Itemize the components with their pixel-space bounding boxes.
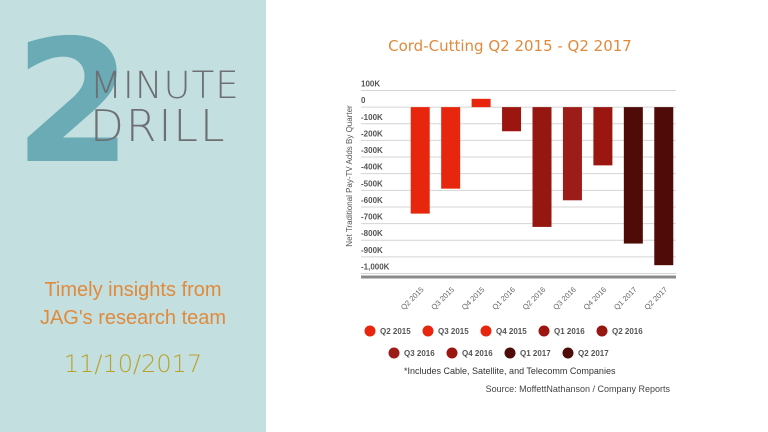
bar-q2-2015 [410,107,430,214]
bar-q4-2016 [593,107,613,166]
legend-item: Q3 2016 [388,347,435,359]
legend-item: Q2 2017 [562,347,609,359]
legend-item: Q4 2015 [480,325,527,337]
tagline-line-2: JAG's research team [39,307,227,329]
legend-swatch [364,325,376,337]
legend-item: Q2 2015 [364,325,411,337]
y-axis-label: Net Traditional Pay-TV Adds By Quarter [345,105,354,247]
legend-label: Q4 2015 [496,327,527,336]
legend-label: Q1 2016 [554,327,585,336]
chart-source: Source: MoffettNathanson / Company Repor… [485,384,670,394]
tagline-line-1: Timely insights from [44,279,222,301]
y-tick-label: 0 [361,96,366,105]
bars [410,98,674,266]
x-axis-ticks: Q2 2015 Q3 2015 Q4 2015 Q1 2016 Q2 2016 Q3 20… [399,285,669,312]
y-tick-label: -800K [361,229,383,238]
legend-item: Q1 2016 [538,325,585,337]
legend-item: Q2 2016 [596,325,643,337]
y-tick-label: -200K [361,129,383,138]
legend-swatch [422,325,434,337]
x-tick-label: Q4 2016 [582,285,609,312]
bar-q3-2016 [562,107,582,201]
legend-swatch [562,347,574,359]
x-tick-label: Q1 2016 [490,285,517,312]
x-tick-label: Q1 2017 [612,285,639,312]
y-tick-label: -100K [361,113,383,122]
legend-swatch [596,325,608,337]
legend-swatch [388,347,400,359]
x-tick-label: Q2 2016 [521,285,548,312]
legend-label: Q3 2016 [404,349,435,358]
legend-label: Q3 2015 [438,327,469,336]
y-tick-label: -400K [361,163,383,172]
legend-label: Q4 2016 [462,349,493,358]
legend-swatch [446,347,458,359]
bar-q2-2017 [654,107,674,266]
legend-item: Q1 2017 [504,347,551,359]
bar-q2-2016 [532,107,552,227]
x-tick-label: Q3 2016 [551,285,578,312]
x-tick-label: Q4 2015 [460,285,487,312]
y-tick-label: -300K [361,146,383,155]
legend-swatch [504,347,516,359]
y-tick-label: -1,000K [361,263,390,272]
publish-date: 11/10/2017 [63,350,203,378]
chart-title: Cord-Cutting Q2 2015 - Q2 2017 [388,37,632,55]
legend-label: Q2 2015 [380,327,411,336]
legend-label: Q2 2017 [578,349,609,358]
bar-q3-2015 [441,107,461,189]
y-tick-label: -500K [361,179,383,188]
x-tick-label: Q2 2017 [642,285,669,312]
bar-q1-2017 [623,107,643,244]
x-tick-label: Q3 2015 [429,285,456,312]
y-axis-ticks: 100K 0 -100K -200K -300K -400K -500K -600K -700K… [361,80,390,272]
brand-number: 2 [14,4,132,202]
legend-item: Q4 2016 [446,347,493,359]
y-tick-label: 100K [361,80,380,89]
y-tick-label: -600K [361,196,383,205]
bar-q4-2015 [471,98,491,108]
y-tick-label: -900K [361,246,383,255]
x-tick-label: Q2 2015 [399,285,426,312]
tagline: Timely insights from JAG's research team [0,276,266,332]
brand-word-drill: DRILL [90,101,227,152]
bar-q1-2016 [502,107,522,132]
brand-word-minute: MINUTE [90,64,240,107]
chart-footnote: *Includes Cable, Satellite, and Telecomm… [404,366,616,376]
legend-label: Q1 2017 [520,349,551,358]
y-tick-label: -700K [361,213,383,222]
legend: Q2 2015 Q3 2015 Q4 2015 Q1 2016 Q2 2016 Q3 20… [364,325,643,359]
branding-panel: 2 MINUTE DRILL Timely insights from JAG'… [0,0,266,432]
legend-swatch [538,325,550,337]
legend-label: Q2 2016 [612,327,643,336]
legend-swatch [480,325,492,337]
legend-item: Q3 2015 [422,325,469,337]
